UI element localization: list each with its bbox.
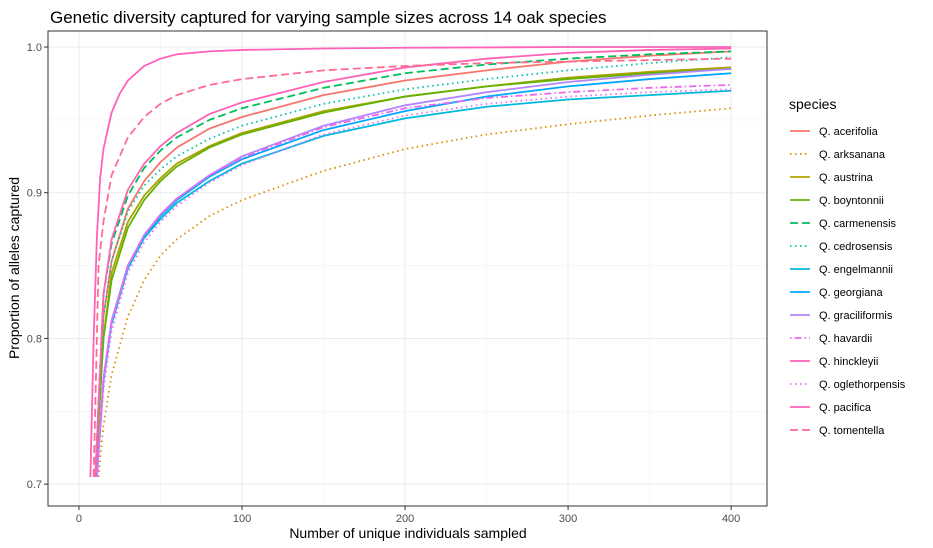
legend-title: species <box>789 96 836 112</box>
series-line-arksanana <box>97 107 732 477</box>
series-line-austrina <box>94 66 732 477</box>
series-line-pacifica <box>89 46 732 477</box>
legend-label-graciliformis: Q. graciliformis <box>819 310 893 322</box>
series-lines <box>89 46 732 477</box>
minor-gridlines <box>48 31 767 506</box>
series-line-carmenensis <box>94 50 732 477</box>
legend-label-pacifica: Q. pacifica <box>819 402 872 414</box>
legend-label-georgiana: Q. georgiana <box>819 287 883 299</box>
y-axis-ticks: 0.7 0.8 0.9 1.0 <box>27 42 48 491</box>
series-line-boyntonnii <box>94 67 732 477</box>
legend-label-arksanana: Q. arksanana <box>819 149 886 161</box>
legend-label-carmenensis: Q. carmenensis <box>819 218 897 230</box>
y-tick-label: 0.8 <box>27 333 42 345</box>
series-line-oglethorpensis <box>96 88 732 477</box>
major-gridlines <box>48 31 767 506</box>
legend-label-tomentella: Q. tomentella <box>819 425 885 437</box>
x-axis-title: Number of unique individuals sampled <box>289 525 526 541</box>
series-line-tomentella <box>92 57 732 477</box>
x-tick-label: 300 <box>559 513 577 525</box>
series-line-acerifolia <box>94 50 732 477</box>
plot-panel <box>47 30 768 507</box>
legend-label-austrina: Q. austrina <box>819 172 874 184</box>
x-tick-label: 200 <box>396 513 414 525</box>
x-axis-ticks: 0 100 200 300 400 <box>76 506 740 525</box>
legend-label-havardii: Q. havardii <box>819 333 872 345</box>
legend-label-engelmannii: Q. engelmannii <box>819 264 893 276</box>
chart-title: Genetic diversity captured for varying s… <box>50 8 607 27</box>
legend-label-oglethorpensis: Q. oglethorpensis <box>819 379 906 391</box>
series-line-havardii <box>96 84 732 477</box>
legend-label-cedrosensis: Q. cedrosensis <box>819 241 893 253</box>
x-tick-label: 400 <box>722 513 740 525</box>
series-line-hinckleyii <box>94 47 732 477</box>
legend-label-hinckleyii: Q. hinckleyii <box>819 356 878 368</box>
y-tick-label: 0.7 <box>27 479 42 491</box>
y-tick-label: 0.9 <box>27 188 42 200</box>
x-tick-label: 0 <box>76 513 82 525</box>
y-axis-title: Proportion of alleles captured <box>6 177 22 359</box>
x-tick-label: 100 <box>233 513 251 525</box>
series-line-cedrosensis <box>94 56 732 477</box>
legend-label-boyntonnii: Q. boyntonnii <box>819 195 884 207</box>
legend-label-acerifolia: Q. acerifolia <box>819 126 879 138</box>
legend: species Q. acerifolia Q. arksanana Q. aust… <box>789 96 906 437</box>
y-tick-label: 1.0 <box>27 42 42 54</box>
plot-border <box>47 30 768 507</box>
